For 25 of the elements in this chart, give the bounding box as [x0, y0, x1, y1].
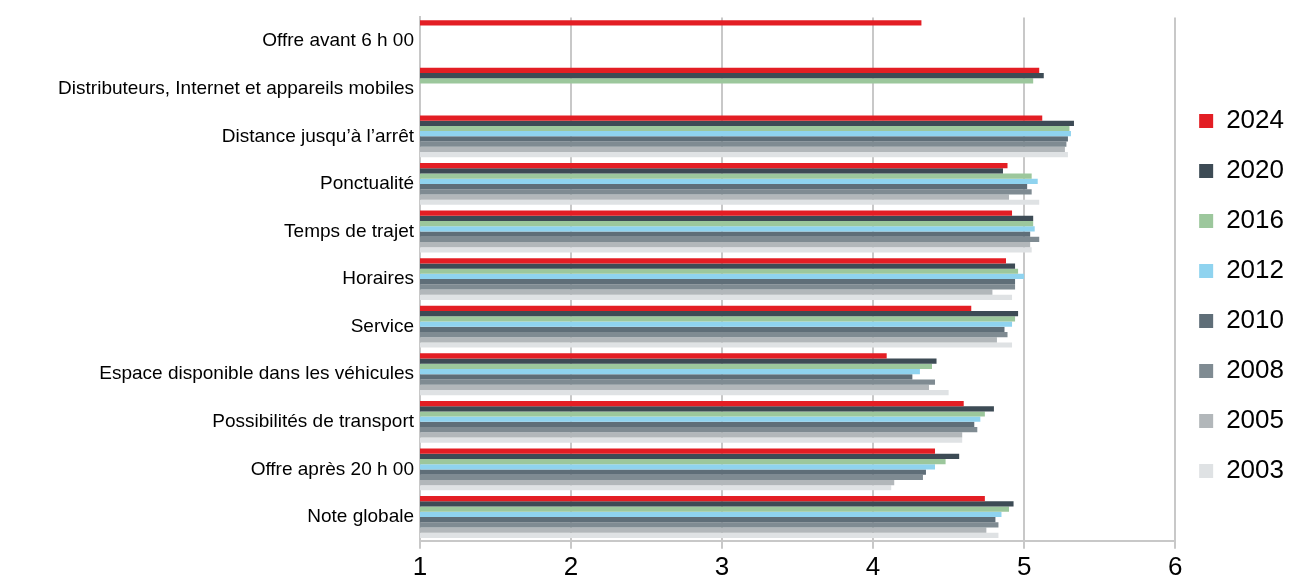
- y-tick-label: Distributeurs, Internet et appareils mobiles: [58, 77, 414, 99]
- y-tick-label: Horaires: [342, 267, 414, 289]
- y-tick-label: Temps de trajet: [284, 219, 415, 241]
- x-tick-label: 5: [1016, 550, 1032, 581]
- y-tick-label: Service: [350, 314, 414, 336]
- y-tick-label: Offre avant 6 h 00: [262, 29, 414, 51]
- legend-label: 2003: [1226, 454, 1284, 485]
- y-tick-label: Distance jusqu’à l’arrêt: [221, 124, 415, 146]
- legend-label: 2024: [1226, 104, 1284, 135]
- x-tick-label: 6: [1167, 550, 1183, 581]
- x-tick-label: 1: [412, 550, 428, 581]
- x-tick-label: 4: [865, 550, 881, 581]
- legend-label: 2012: [1226, 254, 1284, 285]
- x-tick-label: 2: [563, 550, 579, 581]
- y-tick-label: Possibilités de transport: [212, 410, 415, 432]
- y-tick-label: Ponctualité: [319, 172, 414, 194]
- legend-label: 2020: [1226, 154, 1284, 185]
- legend-label: 2005: [1226, 404, 1284, 435]
- y-tick-label: Offre après 20 h 00: [250, 457, 414, 479]
- x-tick-label: 3: [714, 550, 730, 581]
- y-tick-label: Note globale: [307, 505, 414, 527]
- legend-label: 2010: [1226, 304, 1284, 335]
- legend-label: 2008: [1226, 354, 1284, 385]
- legend-label: 2016: [1226, 204, 1284, 235]
- y-tick-label: Espace disponible dans les véhicules: [99, 362, 414, 384]
